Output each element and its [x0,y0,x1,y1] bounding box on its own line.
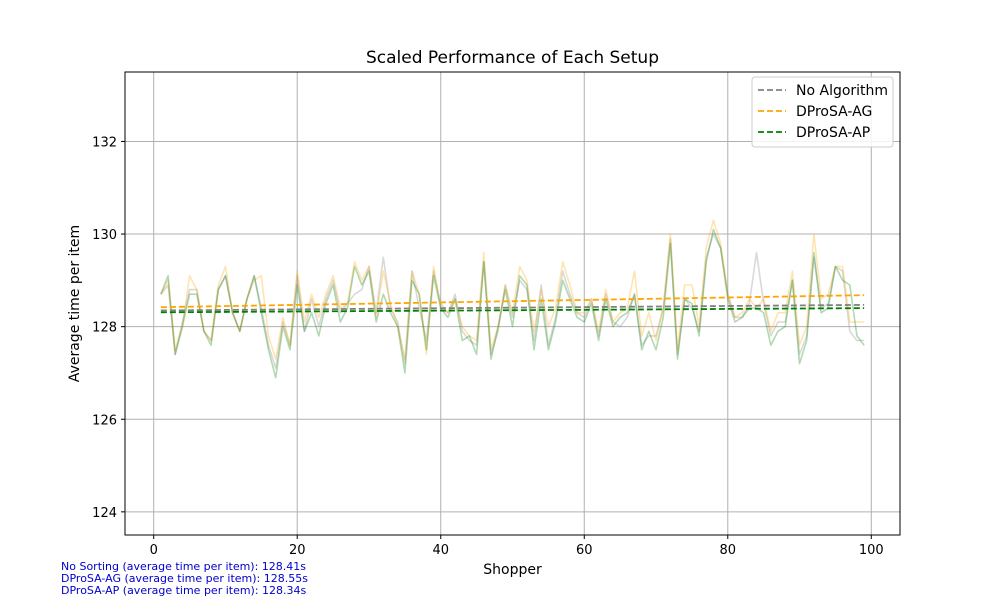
axis-ticks: 0 20 40 60 80 100 124 126 128 130 132 [92,135,884,558]
legend-label-no-algorithm: No Algorithm [796,83,888,99]
trend-line-dprosa-ag [160,294,865,309]
x-tick-label: 80 [720,543,737,558]
x-tick-label: 60 [576,543,593,558]
y-tick-label: 124 [92,506,117,521]
series-line-dprosa-ag [160,219,865,360]
y-tick-label: 128 [92,321,117,336]
y-tick-label: 130 [92,228,117,243]
x-tick-label: 40 [432,543,449,558]
legend-label-dprosa-ag: DProSA-AG [796,104,872,120]
plot-frame [124,71,901,536]
data-lines [160,219,865,379]
footnote-dprosa-ap: DProSA-AP (average time per item): 128.3… [61,584,307,597]
x-tick-label: 0 [150,543,158,558]
trend-line-dprosa-ap [160,307,865,314]
chart-title: Scaled Performance of Each Setup [366,48,659,68]
series-line-dprosa-ap [160,228,865,379]
legend-label-dprosa-ap: DProSA-AP [796,125,870,141]
legend-box [751,76,894,148]
y-tick-label: 132 [92,135,117,150]
x-tick-label: 100 [859,543,884,558]
x-axis-label: Shopper [483,562,542,578]
trend-line-no-algorithm [160,303,865,312]
footnote-no-sorting: No Sorting (average time per item): 128.… [61,560,307,573]
y-axis-label: Average time per item [67,225,83,382]
x-tick-label: 20 [289,543,306,558]
y-tick-label: 126 [92,413,117,428]
grid [125,72,900,535]
legend: No Algorithm DProSA-AG DProSA-AP [751,76,894,148]
footnote-dprosa-ag: DProSA-AG (average time per item): 128.5… [61,572,308,585]
